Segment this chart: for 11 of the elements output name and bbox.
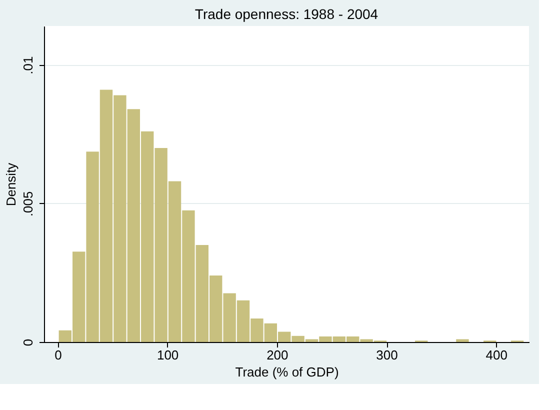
x-axis-title: Trade (% of GDP)	[235, 364, 339, 380]
x-tick-label: 200	[266, 348, 288, 362]
x-tick-label: 300	[376, 348, 398, 362]
x-tick-label: 100	[156, 348, 179, 362]
y-tick-label: 0	[20, 338, 36, 346]
x-tick-label: 400	[486, 348, 508, 362]
x-tick-label: 0	[54, 348, 62, 362]
chart-title: Trade openness: 1988 - 2004	[194, 6, 378, 22]
y-axis-title: Density	[4, 162, 18, 206]
y-tick-label: .005	[20, 191, 36, 217]
y-tick-label: .01	[20, 56, 36, 74]
